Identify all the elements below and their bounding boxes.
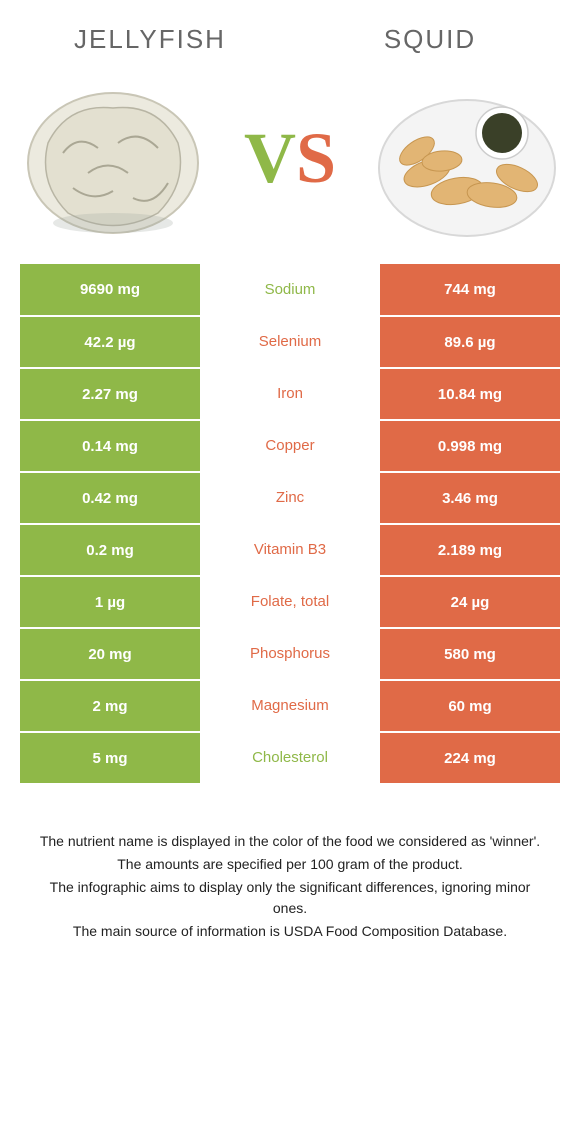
- value-left: 2.27 mg: [20, 368, 200, 419]
- nutrient-label: Selenium: [200, 316, 380, 367]
- value-right: 0.998 mg: [380, 420, 560, 471]
- nutrient-label: Sodium: [200, 264, 380, 315]
- table-row: 5 mgCholesterol224 mg: [20, 731, 560, 783]
- table-row: 20 mgPhosphorus580 mg: [20, 627, 560, 679]
- value-left: 20 mg: [20, 628, 200, 679]
- vs-label: VS: [244, 117, 336, 200]
- value-left: 42.2 µg: [20, 316, 200, 367]
- nutrient-label: Zinc: [200, 472, 380, 523]
- nutrient-table: 9690 mgSodium744 mg42.2 µgSelenium89.6 µ…: [20, 263, 560, 783]
- table-row: 9690 mgSodium744 mg: [20, 263, 560, 315]
- value-left: 0.14 mg: [20, 420, 200, 471]
- table-row: 0.42 mgZinc3.46 mg: [20, 471, 560, 523]
- table-row: 2 mgMagnesium60 mg: [20, 679, 560, 731]
- value-right: 24 µg: [380, 576, 560, 627]
- value-left: 9690 mg: [20, 264, 200, 315]
- table-row: 0.14 mgCopper0.998 mg: [20, 419, 560, 471]
- header: Jellyfish Squid: [0, 0, 580, 65]
- vs-v: V: [244, 118, 296, 198]
- nutrient-label: Phosphorus: [200, 628, 380, 679]
- value-right: 580 mg: [380, 628, 560, 679]
- value-left: 5 mg: [20, 732, 200, 783]
- hero-row: VS: [0, 65, 580, 263]
- nutrient-label: Magnesium: [200, 680, 380, 731]
- nutrient-label: Folate, total: [200, 576, 380, 627]
- footnote-line: The main source of information is USDA F…: [32, 921, 548, 942]
- value-right: 744 mg: [380, 264, 560, 315]
- nutrient-label: Cholesterol: [200, 732, 380, 783]
- nutrient-label: Vitamin B3: [200, 524, 380, 575]
- squid-image: [372, 73, 562, 243]
- footnote-line: The amounts are specified per 100 gram o…: [32, 854, 548, 875]
- value-right: 3.46 mg: [380, 472, 560, 523]
- title-right: Squid: [290, 24, 570, 55]
- footnote-line: The infographic aims to display only the…: [32, 877, 548, 919]
- footnote-line: The nutrient name is displayed in the co…: [32, 831, 548, 852]
- value-right: 89.6 µg: [380, 316, 560, 367]
- jellyfish-image: [18, 73, 208, 243]
- vs-s: S: [296, 118, 336, 198]
- table-row: 42.2 µgSelenium89.6 µg: [20, 315, 560, 367]
- title-left: Jellyfish: [10, 24, 290, 55]
- value-right: 2.189 mg: [380, 524, 560, 575]
- table-row: 1 µgFolate, total24 µg: [20, 575, 560, 627]
- value-left: 0.42 mg: [20, 472, 200, 523]
- table-row: 0.2 mgVitamin B32.189 mg: [20, 523, 560, 575]
- table-row: 2.27 mgIron10.84 mg: [20, 367, 560, 419]
- value-right: 224 mg: [380, 732, 560, 783]
- value-left: 2 mg: [20, 680, 200, 731]
- nutrient-label: Iron: [200, 368, 380, 419]
- footnotes: The nutrient name is displayed in the co…: [0, 783, 580, 942]
- value-left: 0.2 mg: [20, 524, 200, 575]
- value-right: 10.84 mg: [380, 368, 560, 419]
- nutrient-label: Copper: [200, 420, 380, 471]
- value-left: 1 µg: [20, 576, 200, 627]
- value-right: 60 mg: [380, 680, 560, 731]
